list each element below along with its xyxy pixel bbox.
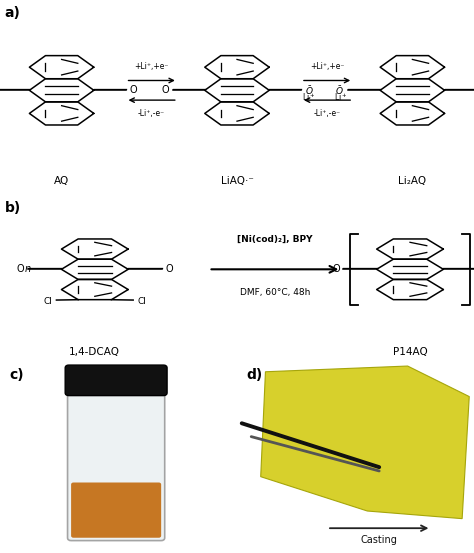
Text: -Li⁺,-e⁻: -Li⁺,-e⁻ [313, 109, 341, 118]
Text: Cl: Cl [44, 297, 53, 306]
Text: P14AQ: P14AQ [392, 347, 428, 357]
FancyBboxPatch shape [67, 388, 165, 541]
Text: $\bar{O}$: $\bar{O}$ [305, 84, 314, 97]
Text: AQ: AQ [54, 176, 69, 186]
Polygon shape [261, 366, 469, 519]
Text: -Li⁺,-e⁻: -Li⁺,-e⁻ [138, 109, 165, 118]
Text: O: O [332, 264, 340, 274]
Text: d): d) [246, 368, 263, 382]
Text: Li$^+$: Li$^+$ [302, 92, 315, 103]
Text: $\bar{O}$: $\bar{O}$ [336, 84, 344, 97]
Text: O: O [129, 85, 137, 95]
Text: Ȯ: Ȯ [162, 85, 169, 95]
Text: Li$^+$: Li$^+$ [334, 92, 347, 103]
Text: a): a) [5, 6, 20, 20]
FancyBboxPatch shape [65, 365, 167, 395]
Text: 1,4-DCAQ: 1,4-DCAQ [69, 347, 120, 357]
Text: Casting: Casting [361, 535, 398, 545]
FancyBboxPatch shape [71, 483, 161, 538]
Text: $n$: $n$ [24, 264, 32, 274]
Text: [Ni(cod)₂], BPY: [Ni(cod)₂], BPY [237, 235, 313, 244]
Text: +Li⁺,+e⁻: +Li⁺,+e⁻ [135, 62, 169, 71]
Text: Li₂AQ: Li₂AQ [398, 176, 427, 186]
Text: +Li⁺,+e⁻: +Li⁺,+e⁻ [310, 62, 344, 71]
Text: Cl: Cl [137, 297, 146, 306]
Text: DMF, 60°C, 48h: DMF, 60°C, 48h [240, 288, 310, 297]
Text: b): b) [5, 201, 21, 215]
Text: O: O [17, 264, 25, 274]
Text: LiAQ·⁻: LiAQ·⁻ [220, 176, 254, 186]
Text: c): c) [9, 368, 24, 382]
Text: O: O [165, 264, 173, 274]
